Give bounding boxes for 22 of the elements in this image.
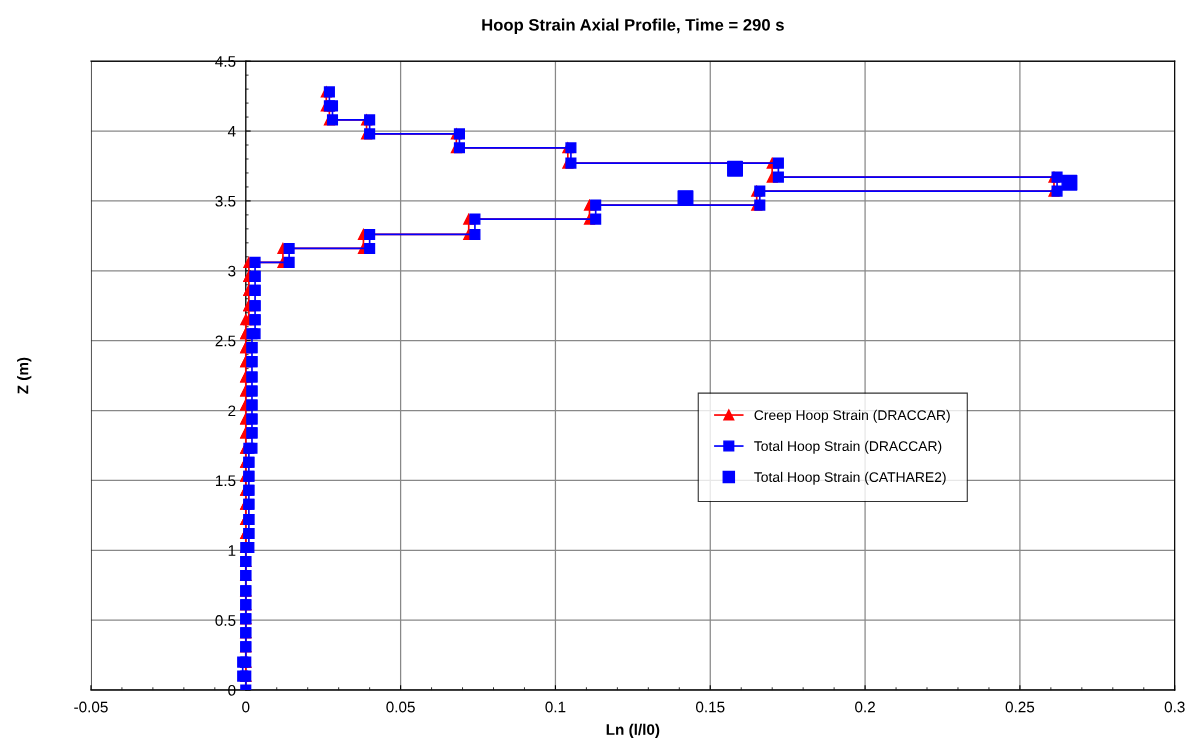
x-tick-label: 0.05 [386, 701, 415, 713]
y-tick-label: 2 [228, 405, 236, 417]
legend-label: Creep Hoop Strain (DRACCAR) [754, 409, 950, 423]
x-tick-label: -0.05 [74, 701, 108, 713]
legend-label: Total Hoop Strain (CATHARE2) [754, 471, 946, 485]
chart-title: Hoop Strain Axial Profile, Time = 290 s [482, 18, 784, 35]
x-tick-label: 0.2 [855, 701, 875, 713]
y-tick-label: 0.5 [215, 615, 236, 626]
x-tick-label: 0.25 [1005, 701, 1035, 713]
x-tick-label: 0 [242, 701, 250, 713]
y-tick-label: 3.5 [215, 195, 236, 207]
legend-label: Total Hoop Strain (DRACCAR) [754, 440, 942, 454]
y-tick-label: 3 [228, 265, 236, 277]
y-tick-label: 2.5 [215, 335, 236, 347]
y-axis-title: Z (m) [17, 357, 32, 394]
x-axis-title: Ln (l/l0) [606, 723, 660, 738]
x-tick-label: 0.15 [695, 701, 725, 713]
y-tick-label: 4 [227, 126, 236, 137]
x-tick-label: 0.3 [1164, 701, 1185, 713]
y-tick-label: 1.5 [215, 475, 236, 487]
y-tick-label: 1 [228, 545, 236, 556]
x-tick-label: 0.1 [545, 701, 566, 713]
